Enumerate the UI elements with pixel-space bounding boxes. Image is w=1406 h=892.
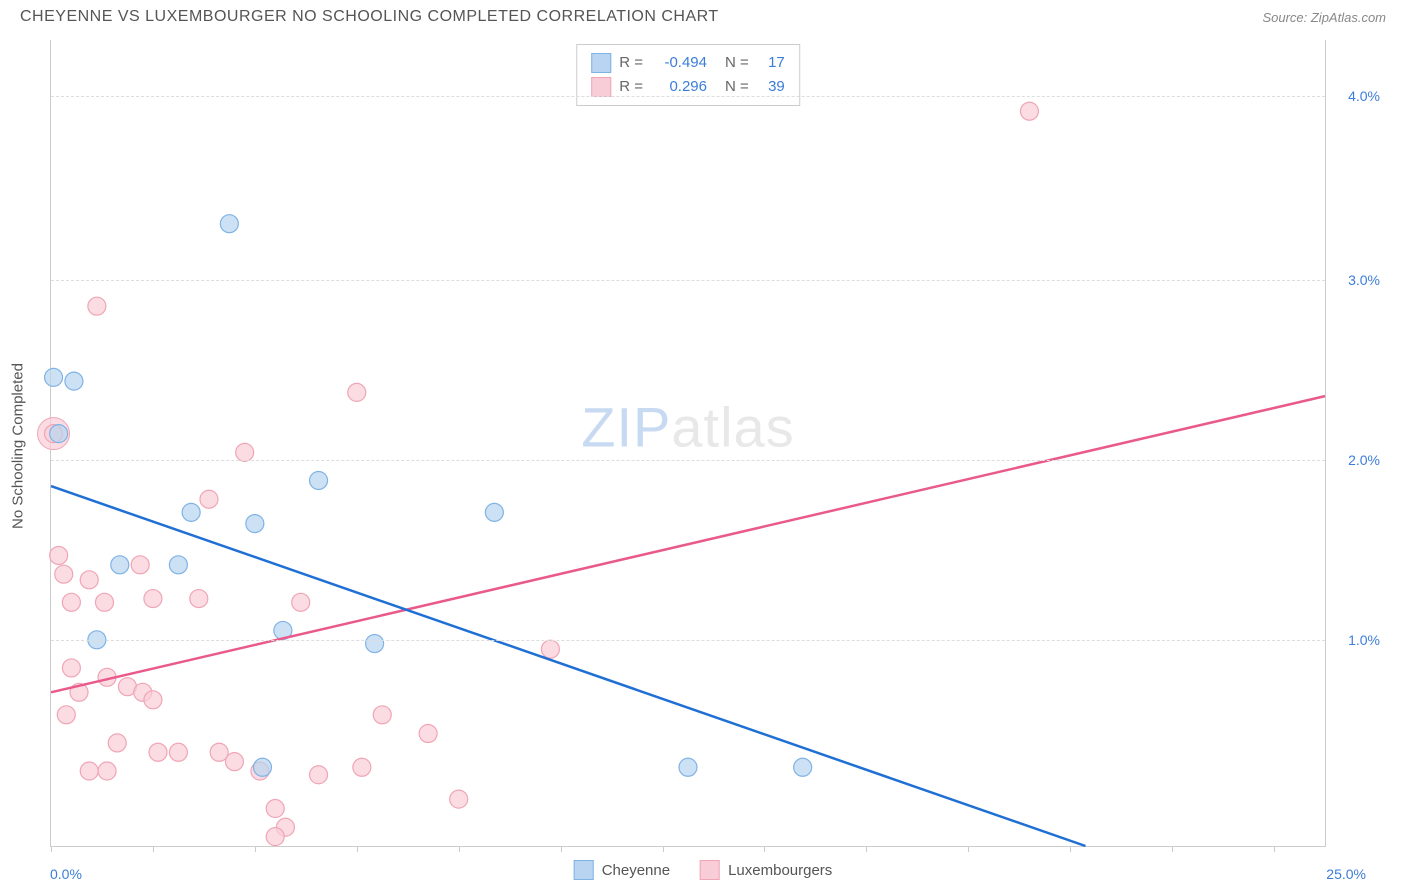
scatter-point (149, 743, 167, 761)
scatter-point (292, 593, 310, 611)
scatter-point (485, 503, 503, 521)
scatter-point (111, 556, 129, 574)
x-tick (663, 846, 664, 852)
y-tick-label: 4.0% (1348, 88, 1380, 104)
scatter-point (131, 556, 149, 574)
scatter-point (55, 565, 73, 583)
scatter-point (144, 590, 162, 608)
scatter-point (62, 659, 80, 677)
chart-title: CHEYENNE VS LUXEMBOURGER NO SCHOOLING CO… (20, 8, 719, 26)
scatter-point (679, 758, 697, 776)
scatter-point (225, 753, 243, 771)
legend-series: Cheyenne Luxembourgers (574, 860, 833, 880)
scatter-point (98, 762, 116, 780)
x-tick (357, 846, 358, 852)
gridline (51, 640, 1325, 641)
scatter-point (419, 725, 437, 743)
scatter-point (80, 762, 98, 780)
scatter-point (310, 766, 328, 784)
scatter-point (266, 800, 284, 818)
source-label: Source: ZipAtlas.com (1262, 10, 1386, 25)
legend-series-label: Luxembourgers (728, 862, 832, 879)
scatter-point (50, 425, 68, 443)
plot-svg (51, 40, 1325, 846)
scatter-point (541, 640, 559, 658)
x-tick (1274, 846, 1275, 852)
scatter-point (348, 383, 366, 401)
scatter-point (169, 556, 187, 574)
legend-series-item: Luxembourgers (700, 860, 832, 880)
scatter-point (169, 743, 187, 761)
x-tick (968, 846, 969, 852)
regression-line (51, 486, 1085, 846)
x-tick (1172, 846, 1173, 852)
scatter-point (353, 758, 371, 776)
regression-line (51, 396, 1325, 692)
scatter-point (1020, 102, 1038, 120)
scatter-point (373, 706, 391, 724)
legend-swatch-icon (574, 860, 594, 880)
scatter-point (88, 297, 106, 315)
scatter-point (200, 490, 218, 508)
scatter-point (50, 546, 68, 564)
scatter-point (65, 372, 83, 390)
scatter-point (190, 590, 208, 608)
scatter-point (80, 571, 98, 589)
scatter-point (310, 471, 328, 489)
scatter-point (144, 691, 162, 709)
scatter-point (253, 758, 271, 776)
scatter-point (57, 706, 75, 724)
scatter-point (236, 443, 254, 461)
x-axis-min-label: 0.0% (50, 866, 82, 882)
scatter-point (62, 593, 80, 611)
scatter-point (450, 790, 468, 808)
x-tick (866, 846, 867, 852)
x-tick (561, 846, 562, 852)
gridline (51, 96, 1325, 97)
scatter-point (220, 215, 238, 233)
y-tick-label: 1.0% (1348, 632, 1380, 648)
x-tick (51, 846, 52, 852)
y-tick-label: 2.0% (1348, 452, 1380, 468)
scatter-point (108, 734, 126, 752)
chart-plot-area: ZIPatlas R =-0.494N =17R =0.296N =39 1.0… (50, 40, 1326, 847)
legend-series-item: Cheyenne (574, 860, 670, 880)
scatter-point (266, 828, 284, 846)
legend-swatch-icon (700, 860, 720, 880)
y-tick-label: 3.0% (1348, 272, 1380, 288)
x-tick (1070, 846, 1071, 852)
scatter-point (182, 503, 200, 521)
legend-series-label: Cheyenne (602, 862, 670, 879)
scatter-point (96, 593, 114, 611)
x-tick (255, 846, 256, 852)
gridline (51, 280, 1325, 281)
gridline (51, 460, 1325, 461)
x-tick (153, 846, 154, 852)
scatter-point (246, 515, 264, 533)
scatter-point (45, 368, 63, 386)
y-axis-title: No Schooling Completed (10, 363, 27, 529)
scatter-point (794, 758, 812, 776)
x-axis-max-label: 25.0% (1326, 866, 1366, 882)
scatter-point (366, 635, 384, 653)
x-tick (459, 846, 460, 852)
x-tick (764, 846, 765, 852)
